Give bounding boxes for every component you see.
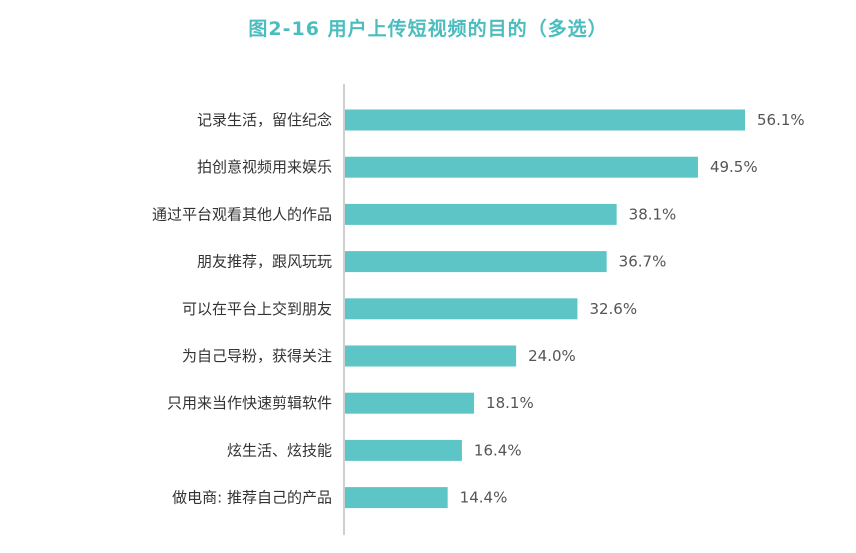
bar [345, 392, 475, 414]
value-label: 36.7% [619, 253, 667, 271]
bar [345, 487, 448, 509]
bar [345, 251, 607, 273]
chart-title: 图2-16 用户上传短视频的目的（多选） [248, 18, 608, 40]
value-label: 38.1% [629, 205, 677, 223]
category-label: 可以在平台上交到朋友 [182, 300, 332, 318]
value-label: 56.1% [757, 111, 805, 129]
category-label: 只用来当作快速剪辑软件 [167, 394, 332, 412]
bar [345, 156, 698, 178]
bar [345, 439, 462, 461]
category-label: 炫生活、炫技能 [227, 441, 332, 459]
category-label: 为自己导粉，获得关注 [182, 347, 332, 365]
bar [345, 109, 745, 131]
category-label: 做电商: 推荐自己的产品 [172, 489, 332, 507]
value-label: 32.6% [589, 300, 637, 318]
bar [345, 298, 578, 320]
value-label: 18.1% [486, 394, 534, 412]
value-label: 24.0% [528, 347, 576, 365]
category-label: 通过平台观看其他人的作品 [152, 205, 332, 223]
value-label: 16.4% [474, 441, 522, 459]
value-label: 14.4% [460, 489, 508, 507]
category-label: 朋友推荐，跟风玩玩 [197, 253, 332, 271]
bar [345, 345, 517, 367]
category-label: 记录生活，留住纪念 [197, 111, 332, 129]
category-label: 拍创意视频用来娱乐 [197, 158, 332, 176]
value-label: 49.5% [710, 158, 758, 176]
bar [345, 203, 617, 225]
